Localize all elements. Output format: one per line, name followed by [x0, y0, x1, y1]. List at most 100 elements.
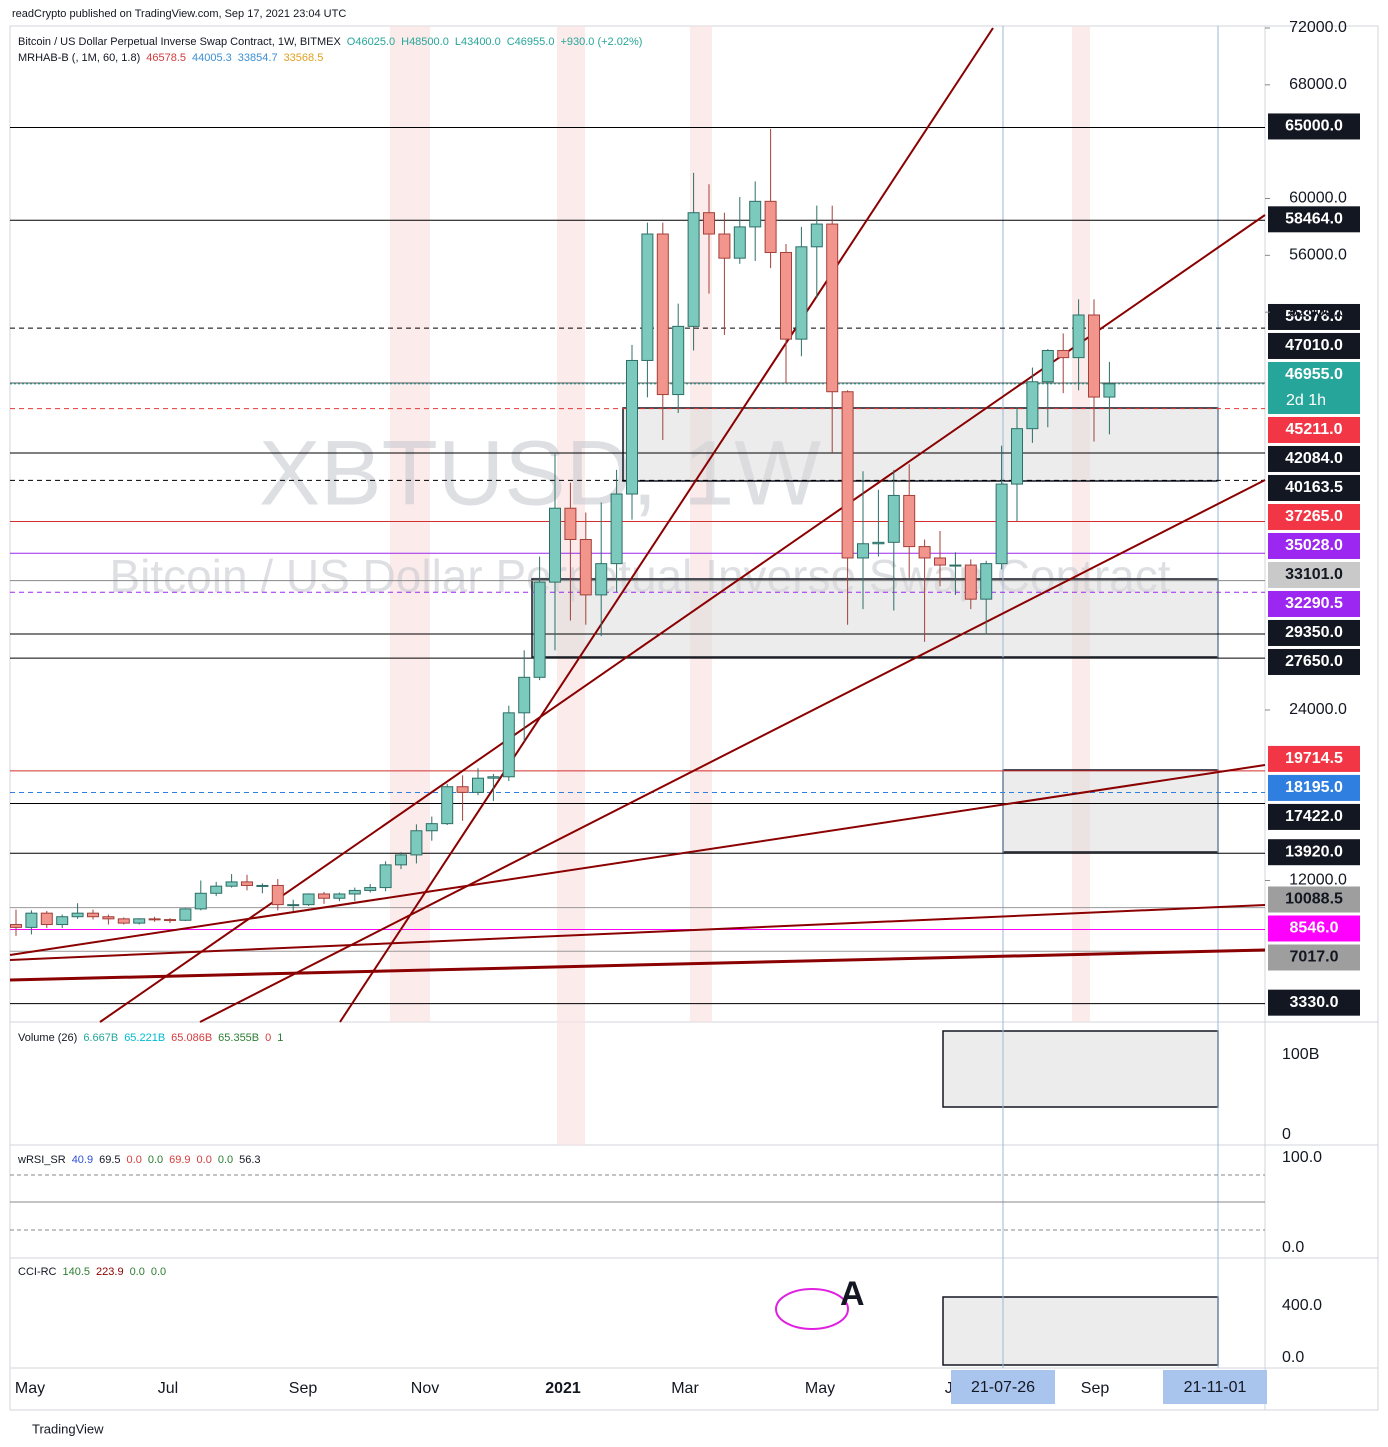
pane-name: wRSI_SR	[17, 1154, 66, 1166]
candle-body	[795, 246, 808, 340]
x-tick-label: May	[805, 1380, 835, 1397]
annotation: A	[840, 1275, 865, 1313]
level-label-bg	[1268, 561, 1360, 588]
ohlc-value: O46025.0	[347, 36, 395, 48]
pane-value: 65.086B	[171, 1032, 212, 1044]
candle-body	[441, 786, 454, 825]
candle-body	[25, 912, 38, 928]
candle-body	[918, 546, 931, 559]
candle-body	[718, 233, 731, 259]
pane-value: 0.0	[127, 1154, 142, 1166]
legend-line: Bitcoin / US Dollar Perpetual Inverse Sw…	[18, 36, 642, 48]
ohlc-value: +930.0 (+2.02%)	[560, 36, 642, 48]
candle-body	[733, 226, 746, 259]
candle-body	[71, 912, 84, 918]
pane-value: 1	[277, 1032, 283, 1044]
date-marker-bg	[1163, 1370, 1267, 1404]
candle-body	[934, 557, 946, 566]
level-label-bg	[1268, 532, 1360, 559]
candle-body	[564, 507, 577, 540]
y-tick-label: 68000.0	[1289, 76, 1347, 93]
pane-value: 0.0	[148, 1154, 163, 1166]
level-label: 45211.0	[1286, 421, 1343, 438]
pane-value: 223.9	[96, 1266, 124, 1278]
level-label: 58464.0	[1285, 211, 1343, 228]
candle-body	[425, 823, 438, 832]
level-label-bg	[1268, 648, 1360, 675]
candle-body	[1057, 350, 1070, 359]
candle-body	[518, 676, 531, 714]
candle-body	[87, 912, 99, 918]
candle-body	[10, 924, 22, 928]
candle-body	[287, 904, 300, 907]
level-label: 42084.0	[1285, 450, 1343, 467]
candle-body	[1103, 383, 1116, 398]
level-label-bg	[1268, 745, 1360, 772]
candle-body	[780, 251, 792, 340]
pane-axis-label: 0.0	[1282, 1349, 1304, 1366]
level-label: 18195.0	[1285, 779, 1343, 796]
level-label: 27650.0	[1285, 653, 1343, 670]
level-label-bg	[1268, 206, 1360, 233]
level-label: 17422.0	[1285, 808, 1343, 825]
level-label: 7017.0	[1290, 949, 1339, 966]
pane-value: 65.355B	[218, 1032, 259, 1044]
level-label-bg	[1268, 416, 1360, 443]
x-tick-label: 2021	[545, 1380, 581, 1397]
candle-body	[1026, 381, 1039, 430]
x-tick-label: Sep	[1081, 1380, 1110, 1397]
candle-body	[364, 887, 377, 891]
candle-body	[472, 777, 484, 793]
candle-body	[179, 908, 192, 921]
candle-body	[487, 776, 500, 779]
indicator-line: MRHAB-B (, 1M, 60, 1.8) 46578.5 44005.3 338…	[18, 52, 323, 64]
candle-body	[887, 494, 900, 543]
level-label-bg	[1268, 445, 1360, 472]
vertical-lines	[1002, 26, 1219, 1368]
publisher: readCrypto published on TradingView.com,…	[12, 8, 346, 20]
candle-body	[210, 885, 223, 894]
pane-value: 65.221B	[124, 1032, 165, 1044]
indicator-name: MRHAB-B (, 1M, 60, 1.8)	[18, 52, 140, 64]
level-label: 29350.0	[1285, 624, 1343, 641]
pane-value: 6.667B	[83, 1032, 118, 1044]
candle-body	[656, 233, 669, 396]
candle-body	[595, 563, 608, 596]
candle-body	[764, 200, 777, 253]
pane-value: 0.0	[151, 1266, 166, 1278]
level-label: 47010.0	[1285, 337, 1343, 354]
candles	[10, 128, 1116, 936]
candle-body	[333, 893, 346, 899]
candle-body	[672, 325, 685, 396]
title: Bitcoin / US Dollar Perpetual Inverse Sw…	[18, 36, 341, 48]
candle-body	[626, 359, 638, 495]
level-label-bg	[1268, 886, 1360, 913]
pane-legend: CCI-RC 140.5 223.9 0.0 0.0	[18, 1266, 166, 1278]
candle-body	[949, 564, 962, 567]
indicator-value: 33568.5	[284, 52, 324, 64]
y-tick-label: 12000.0	[1289, 872, 1347, 889]
pane-axis-label: 100B	[1282, 1046, 1319, 1063]
date-marker: 21-11-01	[1184, 1379, 1247, 1396]
candle-body	[533, 581, 546, 678]
candle-body	[687, 212, 700, 327]
date-marker: 21-07-26	[971, 1379, 1035, 1396]
x-tick-label: May	[15, 1380, 45, 1397]
candle-body	[703, 212, 715, 235]
levels: 65000.0 58464.0 50876.0 47010.0 46955.0 2d 1h…	[10, 113, 1360, 1016]
candle-body	[40, 912, 53, 926]
pane-dividers	[10, 26, 1378, 1410]
candle-body	[903, 494, 916, 548]
pane-axis-label: 100.0	[1282, 1149, 1322, 1166]
level-label-bg	[1268, 915, 1360, 942]
pane-value: 69.5	[99, 1154, 120, 1166]
x-tick-label: Jul	[158, 1380, 178, 1397]
candle-body	[1088, 314, 1100, 398]
level-label: 35028.0	[1285, 537, 1343, 554]
level-label: 32290.5	[1285, 595, 1343, 612]
candle-body	[117, 918, 130, 924]
level-label-bg	[1268, 619, 1360, 646]
pane-value: 0.0	[130, 1266, 145, 1278]
level-label-bg	[1268, 332, 1360, 359]
candle-body	[1041, 350, 1054, 383]
